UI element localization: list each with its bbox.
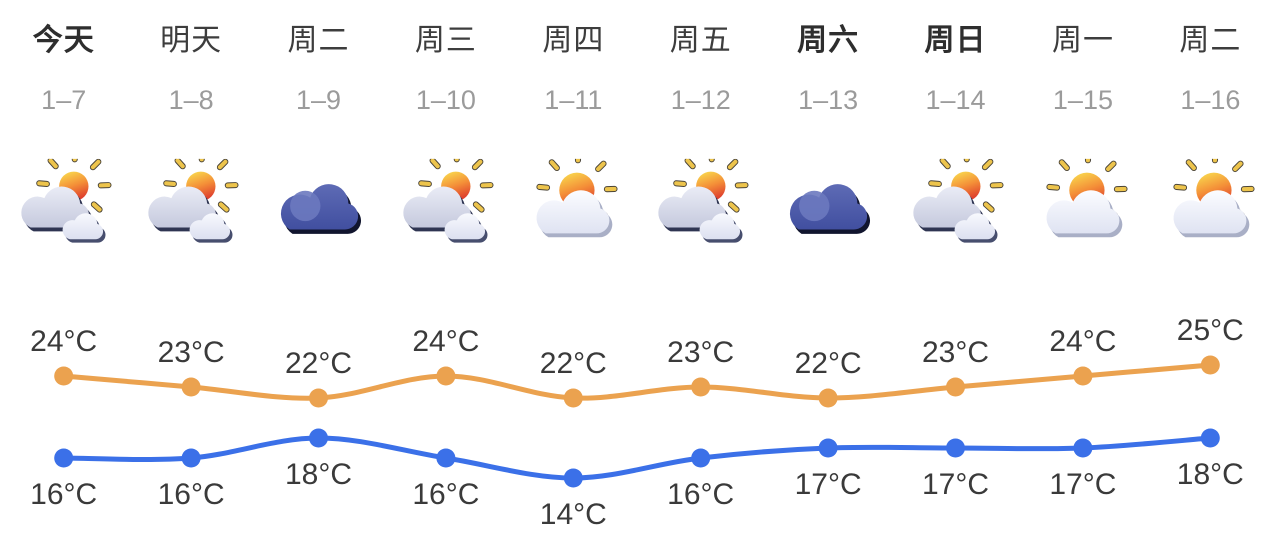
partly-cloudy-icon xyxy=(397,158,495,246)
forecast-day-column[interactable]: 周四 1–11 xyxy=(510,0,637,246)
low-temp-label: 14°C xyxy=(540,498,607,531)
date-label: 1–10 xyxy=(415,85,476,115)
high-temperature-line xyxy=(61,362,1213,401)
low-temp-point xyxy=(818,438,838,458)
high-temp-label: 25°C xyxy=(1177,314,1244,347)
high-temp-label: 23°C xyxy=(922,336,989,369)
date-label: 1–9 xyxy=(295,85,342,115)
high-temp-label: 24°C xyxy=(412,325,479,358)
high-temp-label: 24°C xyxy=(30,325,97,358)
forecast-day-column[interactable]: 周二 1–9 xyxy=(255,0,382,246)
high-temp-label: 22°C xyxy=(540,347,607,380)
date-label: 1–14 xyxy=(925,85,986,115)
partly-cloudy-icon xyxy=(142,158,240,246)
partly-cloudy-icon xyxy=(15,158,113,246)
date-label: 1–11 xyxy=(544,85,603,115)
low-temp-label: 18°C xyxy=(1177,458,1244,491)
day-label: 今天 xyxy=(32,24,95,57)
forecast-day-column[interactable]: 周三 1–10 xyxy=(382,0,509,246)
high-temp-label: 22°C xyxy=(795,347,862,380)
low-temp-point xyxy=(436,448,456,468)
high-temp-point xyxy=(563,388,583,408)
forecast-day-column[interactable]: 今天 1–7 xyxy=(0,0,127,246)
low-temp-label: 17°C xyxy=(795,468,862,501)
high-temp-label: 23°C xyxy=(667,336,734,369)
forecast-day-column[interactable]: 明天 1–8 xyxy=(127,0,254,246)
low-temp-point xyxy=(946,438,965,458)
high-temp-point xyxy=(309,388,328,408)
date-label: 1–15 xyxy=(1052,85,1113,115)
sunny-cloudy-icon xyxy=(1034,158,1132,246)
low-temp-label: 16°C xyxy=(412,478,479,511)
sunny-cloudy-icon xyxy=(1161,158,1259,246)
high-temp-point xyxy=(436,366,456,386)
low-temp-label: 16°C xyxy=(667,478,734,511)
low-temp-label: 18°C xyxy=(285,458,352,491)
forecast-columns: 今天 1–7 明天 1–8 周二 1–9 周三 1–10 周四 1–11 周五 1–12 周六 1–13 周… xyxy=(0,0,1274,246)
overcast-icon xyxy=(779,158,877,246)
low-temp-label: 17°C xyxy=(1049,468,1116,501)
high-temp-point xyxy=(818,388,838,408)
low-temp-point xyxy=(1200,428,1220,448)
day-label: 周四 xyxy=(542,24,605,57)
high-temp-label: 23°C xyxy=(158,336,225,369)
low-temp-point xyxy=(54,448,74,468)
high-temp-point xyxy=(54,366,74,386)
high-temp-point xyxy=(691,377,711,397)
high-temp-label: 22°C xyxy=(285,347,352,380)
forecast-day-column[interactable]: 周五 1–12 xyxy=(637,0,764,246)
high-temp-label: 24°C xyxy=(1049,325,1116,358)
low-temp-point xyxy=(563,468,583,488)
high-temp-point xyxy=(1073,366,1093,386)
day-label: 明天 xyxy=(160,24,223,57)
forecast-day-column[interactable]: 周日 1–14 xyxy=(892,0,1019,246)
day-label: 周一 xyxy=(1051,24,1114,57)
low-temperature-line xyxy=(61,435,1213,481)
day-label: 周五 xyxy=(669,24,732,57)
date-label: 1–12 xyxy=(670,85,731,115)
partly-cloudy-icon xyxy=(652,158,750,246)
partly-cloudy-icon xyxy=(907,158,1005,246)
low-temp-point xyxy=(691,448,711,468)
day-label: 周三 xyxy=(414,24,477,57)
date-label: 1–8 xyxy=(168,85,214,115)
low-temp-point xyxy=(309,428,328,448)
low-temp-point xyxy=(1073,438,1093,458)
low-temp-label: 16°C xyxy=(158,478,225,511)
date-label: 1–13 xyxy=(798,85,859,115)
day-label: 周二 xyxy=(1179,24,1242,57)
low-temp-label: 17°C xyxy=(922,468,989,501)
forecast-day-column[interactable]: 周六 1–13 xyxy=(764,0,891,246)
forecast-day-column[interactable]: 周二 1–16 xyxy=(1147,0,1274,246)
high-temp-point xyxy=(946,377,965,397)
day-label: 周六 xyxy=(797,24,860,57)
day-label: 周日 xyxy=(924,24,987,57)
low-temp-label: 16°C xyxy=(30,478,97,511)
low-temp-point xyxy=(181,448,201,468)
high-temp-point xyxy=(1200,355,1220,375)
day-label: 周二 xyxy=(287,24,350,57)
date-label: 1–16 xyxy=(1180,85,1241,115)
forecast-day-column[interactable]: 周一 1–15 xyxy=(1019,0,1146,246)
date-label: 1–7 xyxy=(41,85,87,115)
overcast-icon xyxy=(270,158,368,246)
sunny-cloudy-icon xyxy=(524,158,622,246)
high-temp-point xyxy=(181,377,201,397)
